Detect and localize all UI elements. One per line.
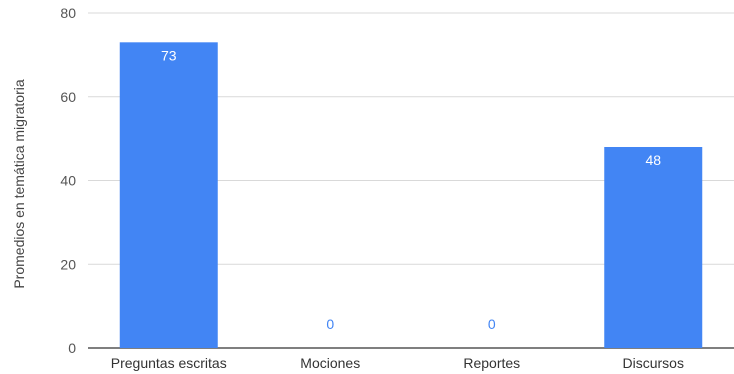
data-label-discursos: 48 (645, 152, 661, 168)
y-tick-label-80: 80 (60, 5, 76, 21)
bar-preguntas-escritas (119, 42, 218, 348)
x-tick-label-discursos: Discursos (623, 355, 684, 371)
y-tick-label-0: 0 (68, 340, 76, 356)
y-tick-label-40: 40 (60, 173, 76, 189)
bar-layer (119, 42, 703, 348)
x-tick-label-reportes: Reportes (463, 355, 520, 371)
bar-discursos (604, 147, 703, 348)
label-layer: 0 20 40 60 80 73 Preguntas escritas 0 Mociones 0 R… (60, 5, 684, 371)
data-label-reportes: 0 (488, 316, 496, 332)
x-tick-label-mociones: Mociones (300, 355, 360, 371)
data-label-preguntas-escritas: 73 (161, 47, 177, 63)
data-label-mociones: 0 (326, 316, 334, 332)
x-tick-label-preguntas-escritas: Preguntas escritas (111, 355, 227, 371)
y-axis-title: Promedios en temática migratoria (11, 79, 27, 289)
y-tick-label-20: 20 (60, 256, 76, 272)
y-tick-label-60: 60 (60, 89, 76, 105)
